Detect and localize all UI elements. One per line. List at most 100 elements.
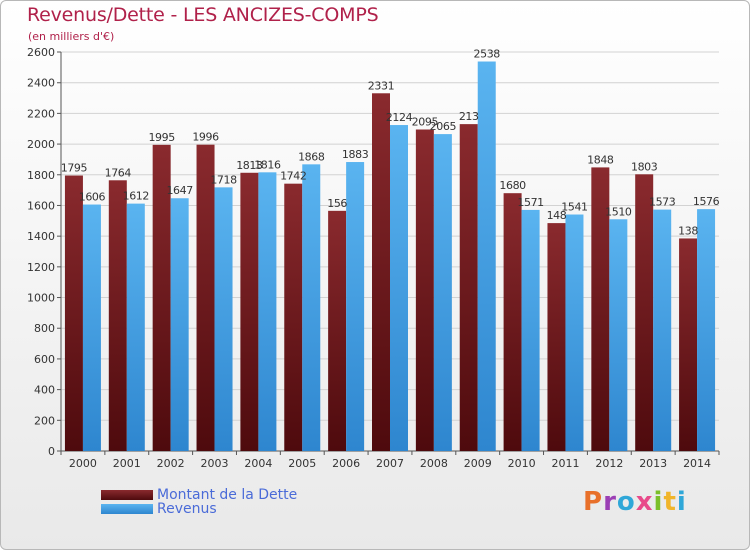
chart-subtitle: (en milliers d'€) [28,30,115,43]
y-tick-label: 1600 [27,199,55,212]
bar-dette [635,174,654,452]
data-label-revenus: 2538 [474,48,501,61]
y-tick-label: 600 [34,353,55,366]
bar-revenus [477,61,496,451]
y-tick-label: 2000 [27,138,55,151]
data-label-revenus: 2124 [386,111,413,124]
data-label-revenus: 1718 [210,173,237,186]
y-tick-label: 400 [34,384,55,397]
data-label-revenus: 1541 [561,201,587,214]
bar-dette [459,124,478,451]
data-label-revenus: 1510 [605,205,632,218]
logo-letter: r [603,487,617,517]
x-tick-label: 2001 [113,457,141,470]
x-tick-label: 2004 [244,457,272,470]
data-labels: 1795 1606 1764 1612 1995 1647 1996 171818131816… [61,48,720,238]
y-tick-label: 2600 [27,46,55,59]
bar-dette [240,172,259,451]
bar-revenus [653,209,672,451]
data-label-revenus: 1868 [298,150,325,163]
logo-letter: x [635,487,654,517]
x-tick-label: 2009 [464,457,492,470]
proxiti-logo: Proxiti [583,487,687,517]
legend-label-dette: Montant de la Dette [157,487,298,503]
bar-dette [284,183,303,452]
x-tick-label: 2006 [332,457,360,470]
bar-revenus [565,214,584,451]
bar-revenus [433,134,452,451]
data-label-dette: 156 [327,197,347,210]
bar-revenus [170,198,189,451]
bar-revenus [697,209,716,451]
y-tick-label: 1400 [27,230,55,243]
data-label-revenus: 2065 [430,120,457,133]
data-label-dette: 1848 [587,153,614,166]
data-label-dette: 1795 [61,162,88,175]
x-tick-label: 2003 [201,457,229,470]
legend-swatch-dette [101,490,153,500]
legend-label-revenus: Revenus [157,501,217,517]
y-tick-label: 0 [48,445,55,458]
data-label-dette: 1996 [192,131,219,144]
legend-swatch-revenus [101,504,153,514]
chart-title: Revenus/Dette - LES ANCIZES-COMPS [27,4,379,26]
x-tick-label: 2002 [157,457,185,470]
data-label-dette: 213 [459,110,479,123]
y-tick-label: 1200 [27,261,55,274]
x-tick-label: 2005 [288,457,316,470]
bar-revenus [521,209,540,451]
y-tick-label: 2200 [27,107,55,120]
data-label-revenus: 1606 [79,191,106,204]
x-tick-label: 2014 [683,457,711,470]
bar-dette [328,210,347,451]
bar-dette [372,93,390,451]
data-label-revenus: 1647 [166,184,193,197]
bar-revenus [258,172,277,451]
x-tick-label: 2000 [69,457,97,470]
data-label-dette: 1995 [148,131,175,144]
logo-letter: t [663,487,677,517]
data-label-dette: 1764 [105,166,132,179]
bars [64,61,716,452]
bar-dette [196,144,215,451]
x-tick-label: 2007 [376,457,404,470]
bar-dette [503,193,522,451]
data-label-revenus: 1571 [517,196,543,209]
bar-dette [679,238,698,451]
bar-dette [64,175,83,451]
bar-dette [591,167,610,451]
x-tick-label: 2013 [639,457,667,470]
x-tick-label: 2008 [420,457,448,470]
data-label-dette: 138 [678,224,698,237]
bar-revenus [214,187,233,451]
bar-dette [108,180,127,452]
y-tick-label: 200 [34,414,55,427]
y-tick-label: 1800 [27,169,55,182]
logo-letter: o [616,487,636,517]
axes: 0 200 400 600 800 1000 1200 1400 1600 1800 2000 220… [27,46,720,470]
x-tick-label: 2012 [595,457,623,470]
logo-letter: i [676,487,687,517]
data-label-dette: 1680 [499,179,526,192]
bar-revenus [302,164,321,451]
logo-letter: P [583,487,604,517]
data-label-revenus: 1573 [649,196,676,209]
bar-dette [415,129,434,451]
bar-revenus [82,204,101,451]
bar-dette [547,223,566,451]
data-label-dette: 1742 [280,170,306,183]
y-tick-label: 1000 [27,292,55,305]
data-label-dette: 148 [547,209,567,222]
bar-revenus [609,219,628,451]
data-label-revenus: 1883 [342,148,369,161]
data-label-dette: 2331 [368,79,394,92]
bar-revenus [390,125,408,451]
data-label-dette: 1803 [631,160,658,173]
bar-revenus [126,203,145,451]
x-tick-label: 2010 [508,457,536,470]
bar-revenus [346,162,365,451]
data-label-revenus: 1816 [254,158,281,171]
bar-dette [152,144,171,451]
